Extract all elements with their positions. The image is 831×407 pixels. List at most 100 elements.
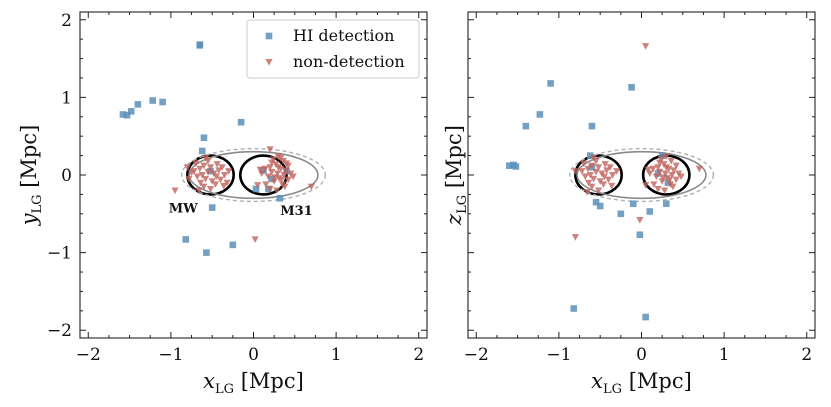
legend-marker-square: [265, 32, 273, 40]
data-point-triangle: [601, 161, 609, 168]
data-point-triangle: [594, 187, 603, 195]
data-point-triangle: [261, 165, 269, 173]
data-point-triangle: [650, 181, 658, 188]
data-point-triangle: [571, 168, 580, 175]
data-point-triangle: [608, 172, 617, 179]
data-point-triangle: [658, 178, 666, 185]
data-point-triangle: [652, 173, 660, 181]
data-point-triangle: [268, 168, 276, 176]
data-point-triangle: [268, 159, 276, 167]
data-point-triangle: [592, 168, 600, 176]
x-tick-label: −2: [76, 345, 101, 365]
data-point-triangle: [225, 168, 233, 175]
ellipse-lg-outer: [180, 147, 327, 203]
data-point-square: [658, 152, 666, 159]
x-tick-label: 1: [331, 345, 342, 365]
legend-label: non-detection: [293, 52, 405, 71]
data-point-square: [547, 80, 554, 87]
data-point-triangle: [642, 43, 650, 50]
data-point-triangle: [578, 168, 586, 175]
data-point-triangle: [581, 173, 589, 181]
data-point-square: [208, 204, 216, 211]
data-point-triangle: [670, 167, 678, 174]
data-point-square: [149, 97, 157, 104]
data-point-square: [196, 41, 204, 48]
ellipse-lg-outer: [568, 147, 715, 203]
x-axis-label: xLG [Mpc]: [203, 369, 304, 397]
data-point-triangle: [642, 182, 650, 189]
data-point-square: [536, 111, 544, 118]
data-point-triangle: [613, 168, 621, 175]
data-point-triangle: [274, 164, 282, 171]
data-point-triangle: [266, 185, 274, 193]
axes-frame: [467, 11, 816, 339]
data-point-triangle: [254, 182, 262, 189]
series-non-detection: [171, 146, 315, 244]
data-point-square: [570, 305, 578, 312]
data-point-triangle: [289, 173, 297, 181]
data-point-triangle: [656, 168, 664, 176]
left-panel: −2 −1 0 1 2 −2 −1 0 1 2 xLG [Mpc] yLG [Mpc] MW M31 HI …: [17, 11, 428, 397]
data-point-triangle: [185, 175, 193, 183]
data-point-triangle: [659, 174, 667, 181]
data-point-triangle: [211, 181, 220, 188]
data-point-triangle: [583, 189, 591, 196]
data-point-triangle: [589, 175, 598, 183]
data-point-square: [203, 249, 210, 256]
data-point-triangle: [284, 176, 292, 184]
data-point-triangle: [580, 160, 588, 167]
data-point-square: [237, 118, 245, 126]
ellipse-lg: [188, 150, 319, 200]
data-point-triangle: [661, 170, 670, 178]
data-point-triangle: [282, 167, 290, 174]
data-point-square: [586, 152, 594, 159]
data-point-triangle: [277, 154, 285, 162]
data-point-square: [207, 167, 214, 175]
data-point-square: [134, 101, 142, 108]
data-point-triangle: [213, 161, 221, 168]
data-point-triangle: [600, 173, 608, 181]
data-point-square: [662, 200, 670, 208]
data-point-triangle: [599, 181, 608, 188]
data-point-square: [628, 83, 635, 91]
data-point-triangle: [200, 183, 208, 191]
data-point-triangle: [277, 176, 286, 184]
data-point-triangle: [273, 170, 282, 178]
series-non-detection: [571, 43, 703, 241]
data-point-triangle: [695, 165, 703, 173]
legend-label: HI detection: [293, 26, 394, 45]
data-point-triangle: [266, 146, 274, 153]
x-axis-label: xLG [Mpc]: [591, 369, 692, 397]
data-point-triangle: [649, 165, 657, 173]
data-point-triangle: [212, 173, 220, 181]
data-point-triangle: [270, 178, 278, 185]
data-point-triangle: [669, 183, 677, 191]
data-point-triangle: [672, 176, 680, 184]
data-point-square: [636, 231, 644, 239]
data-point-triangle: [644, 166, 652, 174]
y-axis-label: yLG [Mpc]: [17, 125, 45, 227]
y-tick-label: 0: [61, 166, 72, 186]
data-point-triangle: [251, 236, 259, 244]
data-point-square: [629, 200, 637, 208]
data-point-square: [617, 210, 625, 218]
data-point-triangle: [584, 165, 592, 173]
data-point-square: [592, 198, 600, 206]
data-point-triangle: [183, 164, 192, 171]
data-point-triangle: [604, 176, 613, 184]
data-point-triangle: [667, 158, 675, 165]
data-point-triangle: [201, 154, 210, 162]
data-point-triangle: [220, 182, 228, 190]
data-point-triangle: [672, 162, 680, 170]
data-point-triangle: [201, 175, 210, 183]
data-point-triangle: [195, 187, 203, 195]
x-tick-label: 0: [636, 345, 647, 365]
data-point-square: [159, 98, 166, 106]
ellipse-group: [180, 147, 327, 203]
data-point-square: [276, 194, 284, 202]
tick-group: −2 −1 0 1 2: [464, 12, 815, 365]
data-point-triangle: [215, 167, 223, 174]
data-point-square: [588, 122, 596, 130]
x-tick-label: 2: [413, 345, 424, 365]
data-point-square: [512, 163, 520, 170]
